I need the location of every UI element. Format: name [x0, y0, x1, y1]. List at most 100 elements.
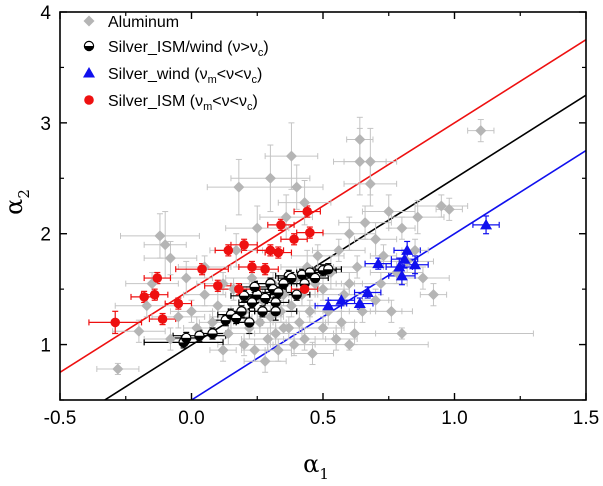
data-point [398, 253, 411, 264]
data-point [309, 272, 321, 284]
data-point [270, 306, 281, 317]
data-point-fill [247, 302, 257, 308]
legend-marker-half-circle [83, 40, 95, 52]
data-point-fill [273, 292, 283, 298]
data-point-fill [239, 295, 249, 301]
data-point [276, 220, 286, 230]
data-point [299, 197, 311, 209]
data-point [223, 245, 234, 256]
data-point [395, 269, 408, 281]
data-point [364, 178, 376, 190]
legend-label: Silver_ISM (νm<ν<νc) [108, 93, 258, 113]
data-point [435, 200, 447, 212]
data-point [312, 250, 324, 262]
legend-marker-triangle [83, 67, 95, 78]
data-point [254, 316, 266, 328]
data-point [393, 260, 406, 272]
data-point [186, 305, 197, 317]
data-point-fill [236, 311, 247, 316]
data-point [264, 172, 276, 184]
x-tick-label: -0.5 [44, 408, 77, 429]
error-bars [88, 116, 534, 376]
data-point [270, 327, 282, 339]
data-point [412, 211, 424, 223]
data-point [230, 244, 242, 256]
data-point [110, 317, 121, 328]
data-point-fill [260, 298, 270, 303]
data-point [299, 284, 310, 294]
data-point [354, 156, 366, 168]
data-point [159, 239, 171, 251]
x-axis-title: α1 [303, 450, 329, 483]
data-point [396, 327, 408, 339]
data-point [278, 322, 290, 334]
data-point [361, 286, 374, 297]
data-point [370, 294, 382, 306]
y-tick-label: 3 [40, 114, 51, 135]
data-point-fill [310, 278, 320, 283]
data-point [257, 306, 268, 317]
data-point [383, 206, 395, 218]
data-point [354, 133, 366, 145]
data-point [259, 292, 271, 304]
data-point [317, 322, 329, 334]
data-point [288, 339, 300, 351]
data-point [322, 299, 335, 311]
data-point [139, 292, 149, 302]
data-point [278, 278, 289, 289]
legend-marker-half-circle-fill [84, 46, 94, 51]
data-point [164, 252, 176, 264]
data-point-fill [292, 294, 302, 300]
data-point [349, 327, 361, 339]
data-point-fill [207, 333, 218, 339]
axis-tick-labels: -0.5 0.0 0.5 1.0 1.5 1 2 3 4 [40, 3, 599, 429]
data-point [262, 333, 274, 345]
data-point [180, 272, 192, 284]
data-point-fill [286, 278, 297, 283]
data-point [302, 206, 313, 217]
data-point [480, 218, 493, 230]
data-point [443, 203, 455, 215]
data-point [238, 290, 250, 301]
data-point [149, 289, 160, 300]
data-point [273, 247, 284, 258]
data-point [238, 339, 250, 351]
data-point [251, 222, 263, 234]
data-point [197, 264, 207, 274]
data-point [372, 257, 385, 269]
data-point-fill [181, 337, 191, 343]
data-point [260, 264, 270, 274]
data-point [173, 298, 184, 309]
data-point [289, 234, 299, 245]
data-point [335, 294, 348, 305]
data-point [343, 228, 355, 240]
y-tick-label: 2 [40, 225, 51, 246]
data-point [364, 156, 376, 168]
data-point [265, 245, 276, 256]
data-point [249, 344, 261, 356]
data-point-fill [221, 320, 231, 325]
data-point [181, 332, 192, 344]
data-point [296, 269, 308, 280]
legend: Aluminum Silver_ISM/wind (ν>νc) Silver_win… [83, 14, 269, 113]
legend-marker-diamond [83, 15, 95, 27]
data-point [249, 281, 260, 293]
data-point [259, 355, 271, 367]
data-point [291, 289, 302, 300]
data-point [304, 305, 316, 317]
data-point [244, 317, 255, 328]
data-point [141, 300, 153, 312]
data-point [164, 333, 176, 345]
data-point [356, 305, 368, 317]
data-point [409, 258, 422, 270]
data-point-fill [257, 311, 268, 316]
data-point [246, 272, 258, 284]
data-point [154, 230, 166, 242]
data-point [475, 125, 487, 137]
data-point [222, 327, 234, 339]
data-point [286, 272, 297, 284]
data-point [247, 262, 257, 272]
data-point [133, 325, 145, 337]
data-point [401, 244, 414, 255]
data-point [343, 339, 355, 351]
